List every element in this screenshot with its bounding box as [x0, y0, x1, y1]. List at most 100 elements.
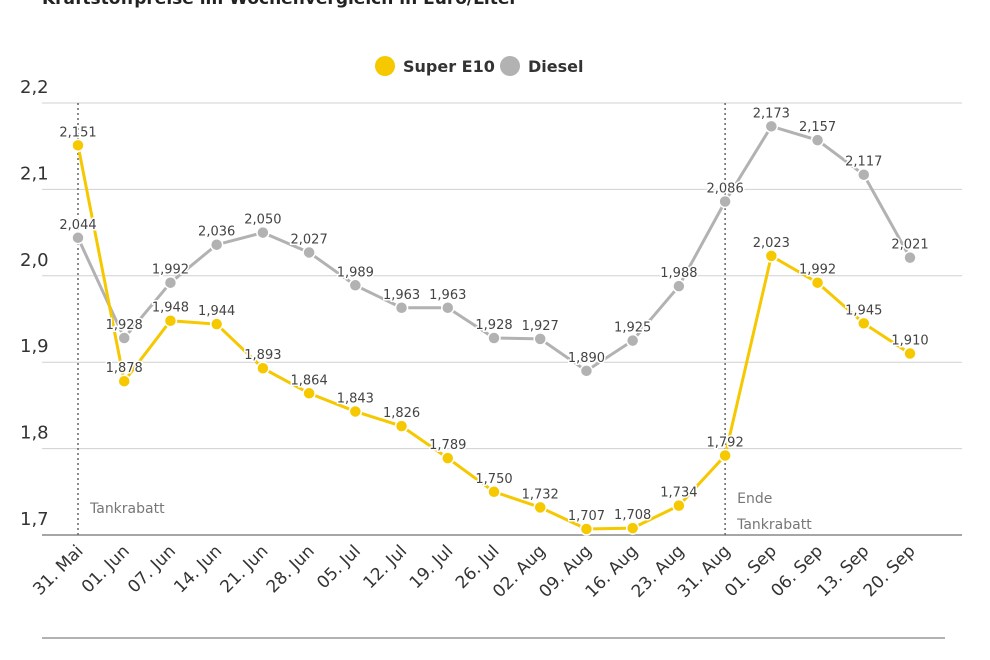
value-label: 1,945	[845, 303, 882, 318]
value-label: 1,992	[799, 263, 836, 278]
point	[348, 404, 363, 419]
value-label: 2,036	[198, 225, 235, 240]
x-tick-label: 31. Mai	[29, 541, 87, 599]
value-label: 1,732	[522, 487, 559, 502]
point	[810, 275, 825, 290]
point	[71, 231, 85, 245]
point	[302, 386, 316, 401]
point	[209, 237, 224, 252]
value-label: 2,117	[845, 155, 882, 170]
point	[209, 317, 224, 331]
x-tick-label: 28. Jun	[263, 541, 319, 597]
x-tick-label: 01. Jun	[78, 541, 134, 597]
point	[394, 419, 409, 433]
value-label: 1,734	[660, 486, 697, 501]
point	[672, 279, 686, 293]
value-label: 2,027	[291, 232, 328, 247]
annotation-text: Ende	[737, 491, 772, 507]
point	[533, 332, 547, 346]
point	[348, 278, 363, 293]
point	[441, 451, 455, 465]
value-label: 1,878	[106, 361, 143, 376]
x-tick-label: 21. Jun	[217, 541, 273, 597]
point	[441, 301, 455, 315]
point	[579, 364, 594, 378]
value-label: 1,963	[383, 288, 420, 303]
point	[163, 275, 178, 290]
point	[718, 448, 732, 463]
point	[625, 333, 640, 348]
value-label: 1,988	[660, 266, 697, 281]
point	[117, 374, 131, 388]
value-label: 2,021	[891, 238, 928, 253]
legend-marker	[500, 56, 520, 76]
annotation-text: Tankrabatt	[736, 517, 812, 533]
value-label: 2,157	[799, 120, 836, 135]
point	[857, 316, 871, 331]
point	[903, 346, 917, 361]
value-label: 1,792	[707, 436, 744, 451]
y-tick-label: 2,1	[20, 163, 49, 184]
value-label: 1,910	[891, 334, 928, 349]
value-label: 1,893	[244, 348, 281, 363]
y-tick-label: 1,7	[20, 509, 49, 530]
x-tick-label: 05. Jul	[313, 541, 365, 593]
value-label: 1,890	[568, 351, 605, 366]
point	[394, 301, 409, 315]
point	[71, 138, 85, 153]
point	[625, 521, 640, 535]
point	[764, 119, 779, 134]
point	[579, 522, 594, 536]
value-label: 1,707	[568, 509, 605, 524]
value-label: 1,864	[291, 373, 328, 388]
value-label: 1,928	[475, 318, 512, 333]
point	[117, 331, 131, 345]
value-label: 1,989	[337, 265, 374, 280]
value-label: 1,826	[383, 406, 420, 421]
value-label: 1,963	[429, 288, 466, 303]
point	[302, 245, 316, 260]
value-label: 1,944	[198, 304, 235, 319]
value-label: 1,925	[614, 321, 651, 336]
value-label: 1,843	[337, 391, 374, 406]
value-label: 1,948	[152, 301, 189, 316]
x-tick-label: 12. Jul	[360, 541, 412, 593]
value-label: 2,173	[753, 106, 790, 121]
value-label: 2,050	[244, 213, 281, 228]
y-tick-label: 2,2	[20, 77, 49, 98]
point	[810, 133, 825, 147]
point	[487, 485, 501, 499]
value-label: 1,927	[522, 319, 559, 334]
point	[857, 167, 871, 182]
annotation-text: Tankrabatt	[89, 501, 165, 517]
x-tick-label: 14. Jun	[170, 541, 226, 597]
y-tick-label: 1,9	[20, 336, 49, 357]
point	[903, 250, 917, 265]
chart-title: Kraftstoffpreise im Wochenvergleich in E…	[42, 0, 518, 9]
value-label: 1,928	[106, 318, 143, 333]
value-label: 2,086	[707, 181, 744, 196]
value-label: 2,023	[753, 236, 790, 251]
point	[718, 194, 732, 209]
x-tick-label: 20. Sep	[860, 541, 920, 601]
legend-label: Super E10	[403, 57, 495, 76]
point	[672, 498, 686, 513]
point	[487, 331, 501, 345]
x-tick-label: 19. Jul	[406, 541, 458, 593]
value-label: 1,992	[152, 263, 189, 278]
x-tick-label: 07. Jun	[124, 541, 180, 597]
value-label: 1,789	[429, 438, 466, 453]
point	[764, 249, 779, 263]
point	[256, 361, 270, 375]
value-label: 2,151	[59, 125, 96, 140]
point	[163, 313, 178, 328]
value-label: 1,708	[614, 508, 651, 523]
value-label: 1,750	[475, 472, 512, 487]
legend-marker	[375, 56, 395, 76]
y-tick-label: 1,8	[20, 423, 49, 444]
point	[256, 225, 270, 240]
value-label: 2,044	[59, 218, 96, 233]
legend-label: Diesel	[528, 57, 583, 76]
y-tick-label: 2,0	[20, 250, 49, 271]
